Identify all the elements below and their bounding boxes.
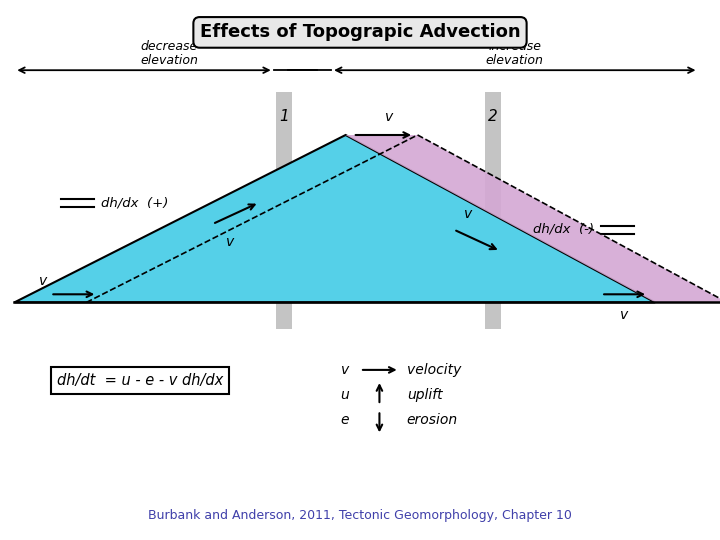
Text: increase
elevation: increase elevation (486, 39, 544, 68)
Text: erosion: erosion (407, 413, 458, 427)
Text: v: v (39, 274, 47, 288)
Text: 1: 1 (279, 109, 289, 124)
Text: v: v (341, 363, 349, 377)
Text: dh/dx  (-): dh/dx (-) (533, 223, 594, 236)
Bar (485, 92, 501, 329)
Text: dh/dt  = u - e - v dh/dx: dh/dt = u - e - v dh/dx (58, 373, 223, 388)
Text: dh/dx  (+): dh/dx (+) (101, 196, 168, 209)
Polygon shape (14, 135, 655, 302)
Text: Burbank and Anderson, 2011, Tectonic Geomorphology, Chapter 10: Burbank and Anderson, 2011, Tectonic Geo… (148, 509, 572, 522)
Text: Effects of Topograpic Advection: Effects of Topograpic Advection (199, 23, 521, 42)
Text: uplift: uplift (407, 388, 442, 402)
Text: 2: 2 (488, 109, 498, 124)
Text: u: u (341, 388, 349, 402)
Bar (276, 92, 292, 329)
Text: v: v (464, 207, 472, 221)
Text: e: e (341, 413, 349, 427)
Text: v: v (384, 110, 393, 124)
Polygon shape (346, 135, 720, 302)
Text: v: v (226, 235, 235, 249)
Text: v: v (620, 308, 629, 322)
Text: decrease
elevation: decrease elevation (140, 39, 198, 68)
Text: velocity: velocity (407, 363, 462, 377)
